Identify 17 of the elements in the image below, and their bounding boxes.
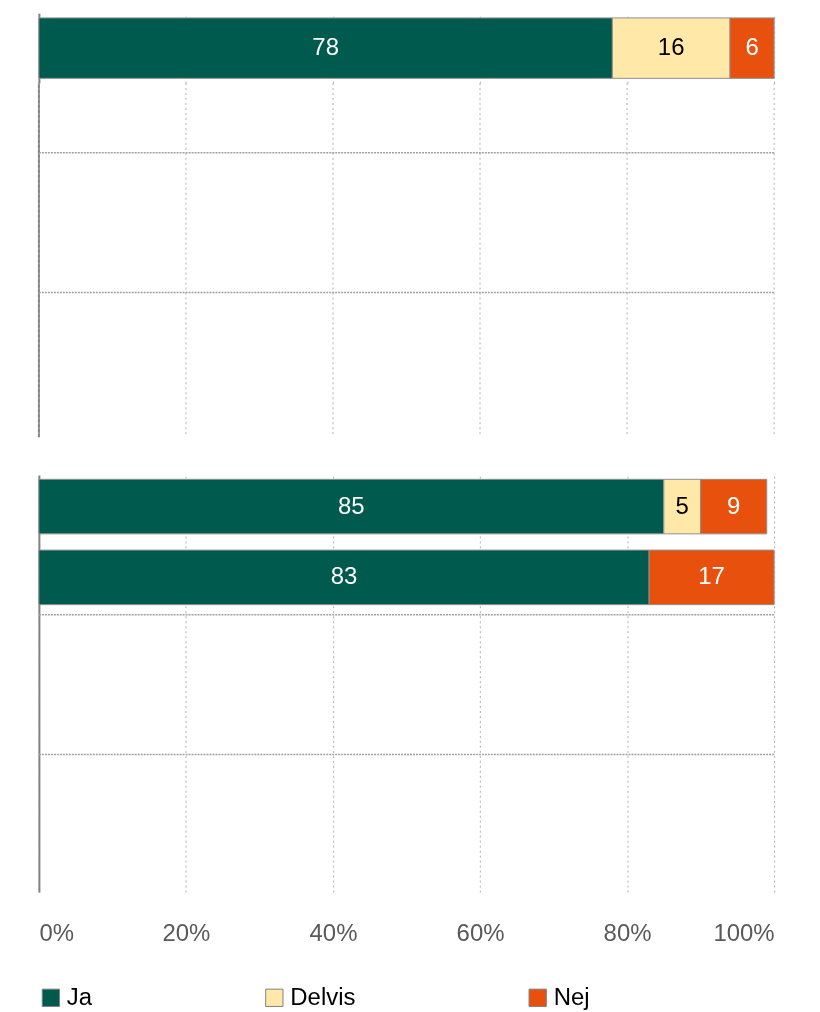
data-label: 6 <box>745 33 759 61</box>
data-label: 9 <box>727 491 741 519</box>
data-label: 5 <box>675 491 689 519</box>
data-label: 78 <box>312 33 339 61</box>
data-label: 83 <box>330 562 358 590</box>
x-tick-label: 0% <box>39 919 75 947</box>
data-label: 17 <box>698 562 725 590</box>
data-label: 85 <box>338 491 365 519</box>
x-tick-label: 80% <box>603 919 652 947</box>
legend-label: Nej <box>553 982 590 1010</box>
x-tick-label: 100% <box>713 919 775 947</box>
x-tick-label: 60% <box>456 919 505 947</box>
legend-label: Delvis <box>290 982 356 1010</box>
x-tick-label: 40% <box>309 919 358 947</box>
x-tick-label: 20% <box>162 919 211 947</box>
legend-label: Ja <box>66 982 93 1010</box>
data-label: 16 <box>657 33 685 61</box>
